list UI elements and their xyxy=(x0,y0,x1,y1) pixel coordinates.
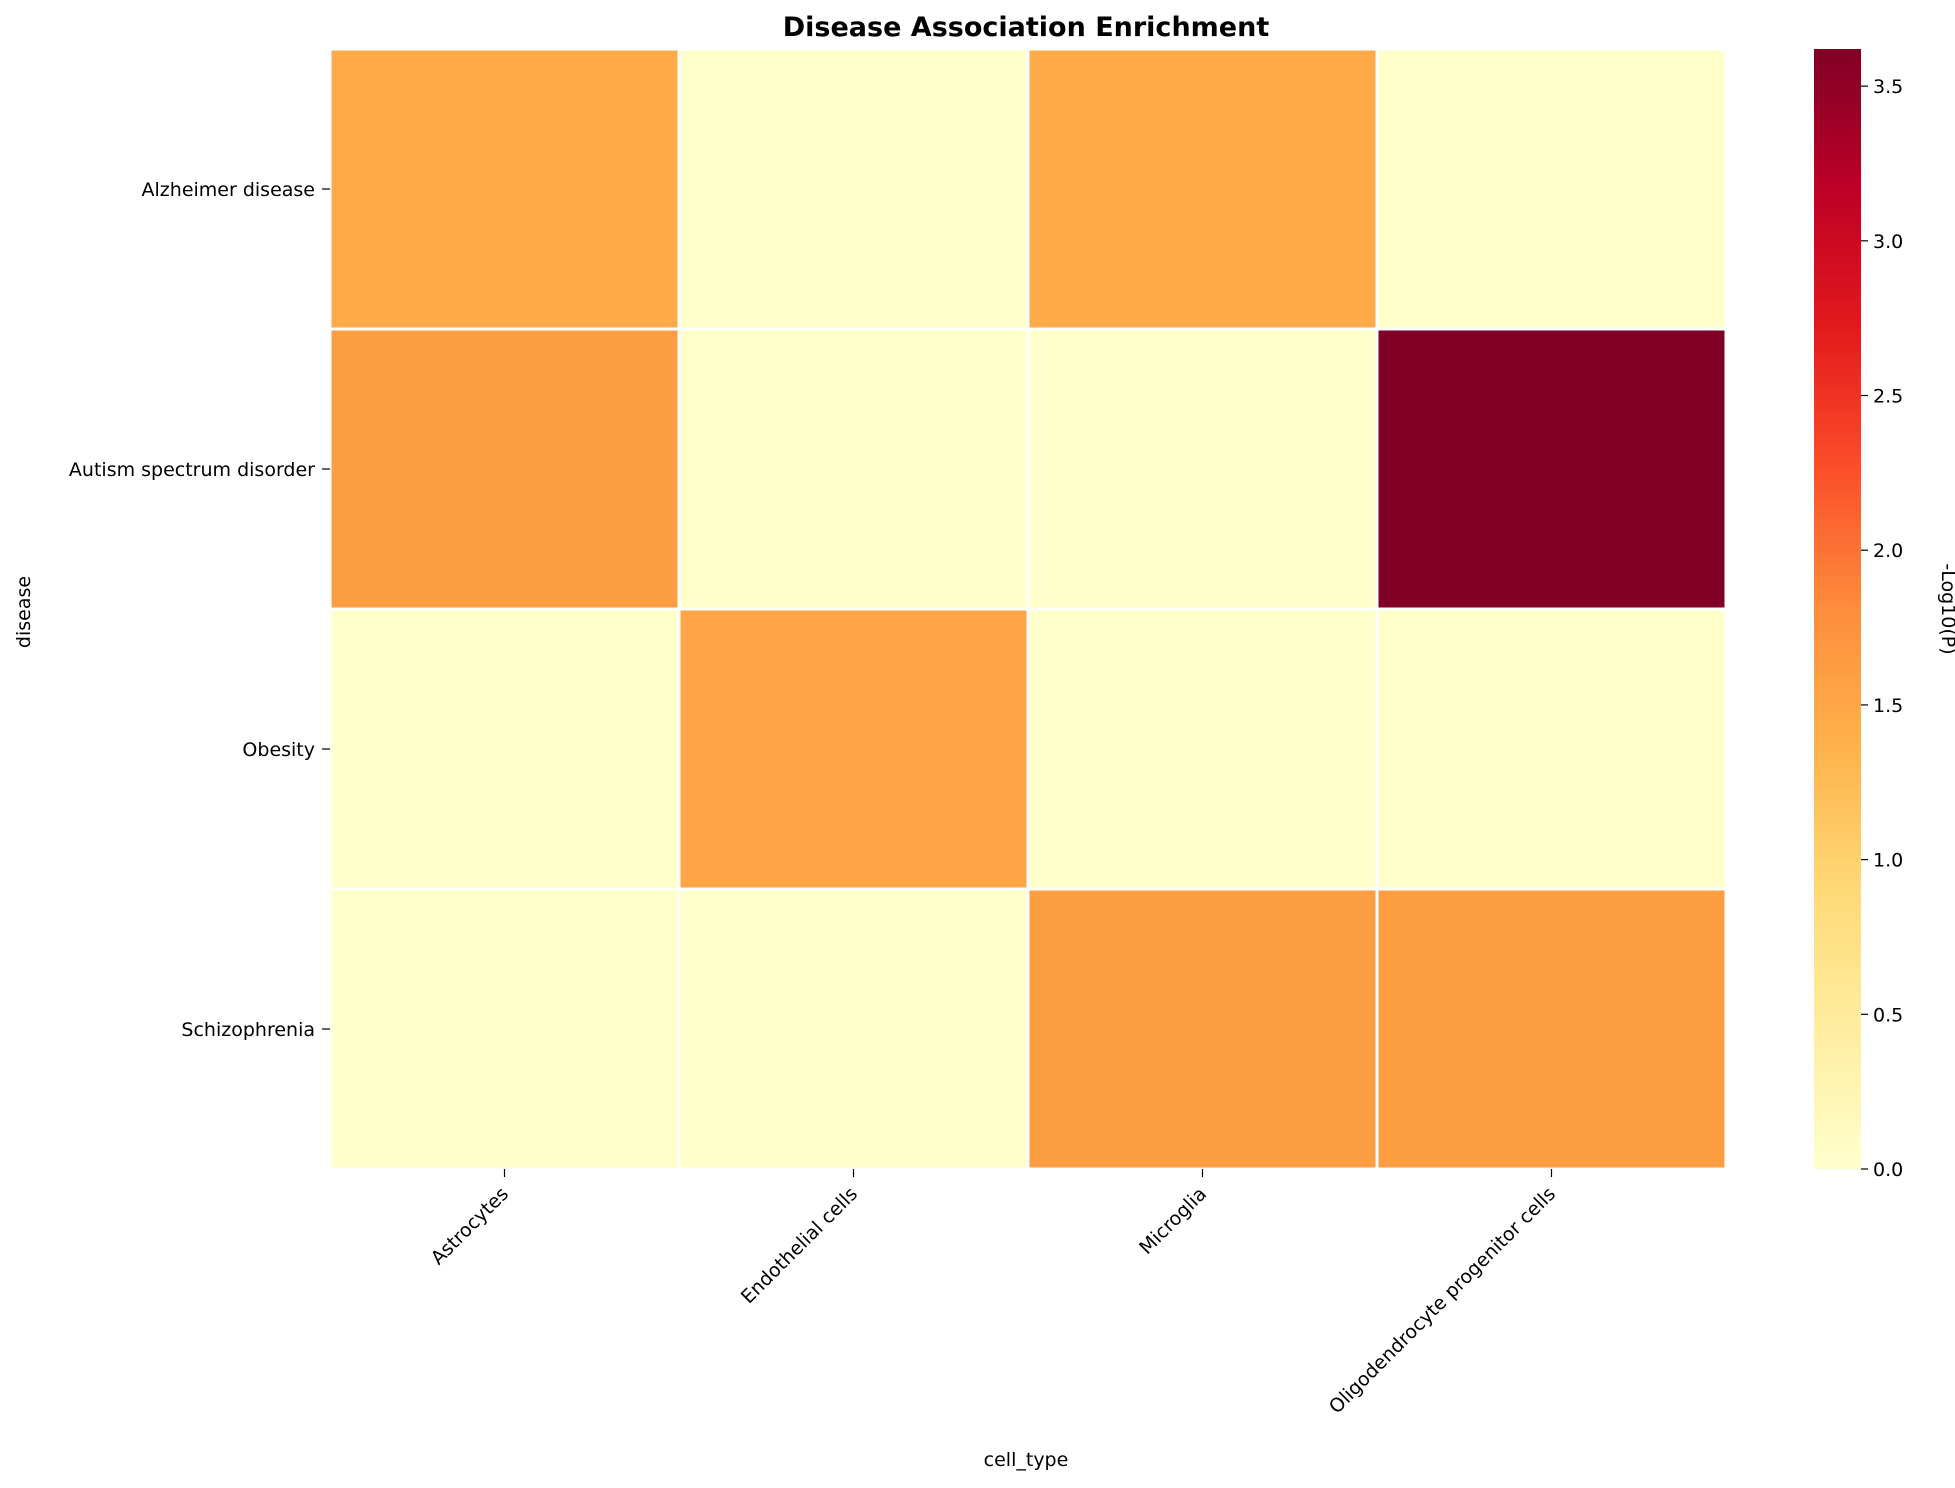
colorbar xyxy=(1814,49,1861,1169)
y-axis-label: disease xyxy=(13,576,35,648)
heatmap-cell xyxy=(1026,47,1379,331)
heatmap-cell xyxy=(1026,887,1379,1171)
y-tick-label: Obesity xyxy=(242,739,315,761)
x-axis-label: cell_type xyxy=(984,1449,1069,1471)
y-axis-ticks: Alzheimer disease Autism spectrum disorde… xyxy=(69,179,330,1041)
heatmap-cell xyxy=(677,327,1030,611)
y-tick-label: Autism spectrum disorder xyxy=(69,459,315,481)
y-tick-label: Schizophrenia xyxy=(181,1019,315,1041)
heatmap-cells xyxy=(328,47,1728,1171)
x-tick-label: Microglia xyxy=(1135,1183,1211,1259)
x-tick-label: Endothelial cells xyxy=(737,1183,862,1308)
colorbar-tick-label: 0.0 xyxy=(1873,1159,1903,1181)
colorbar-tick-label: 2.0 xyxy=(1873,540,1903,562)
heatmap-cell xyxy=(1375,607,1728,891)
colorbar-tick-label: 3.5 xyxy=(1873,76,1903,98)
heatmap-cell xyxy=(1026,607,1379,891)
heatmap-cell xyxy=(677,887,1030,1171)
colorbar-label: -Log10(P) xyxy=(1937,563,1955,654)
heatmap-cell xyxy=(328,607,681,891)
heatmap-cell xyxy=(328,887,681,1171)
heatmap-cell xyxy=(328,47,681,331)
heatmap-cell xyxy=(1375,887,1728,1171)
colorbar-tick-label: 0.5 xyxy=(1873,1004,1903,1026)
heatmap-cell xyxy=(677,47,1030,331)
x-tick-label: Astrocytes xyxy=(427,1183,513,1269)
x-tick-label: Oligodendrocyte progenitor cells xyxy=(1325,1183,1560,1418)
colorbar-tick-label: 3.0 xyxy=(1873,231,1903,253)
chart-title: Disease Association Enrichment xyxy=(783,12,1270,43)
colorbar-tick-label: 1.0 xyxy=(1873,850,1903,872)
x-axis-ticks: Astrocytes Endothelial cells Microglia Olig… xyxy=(427,1169,1560,1418)
colorbar-tick-label: 2.5 xyxy=(1873,386,1903,408)
y-tick-label: Alzheimer disease xyxy=(142,179,315,201)
colorbar-ticks: 0.0 0.5 1.0 1.5 2.0 2.5 3.0 3.5 xyxy=(1861,76,1903,1181)
heatmap-cell xyxy=(1375,327,1728,611)
heatmap-cell xyxy=(328,327,681,611)
colorbar-tick-label: 1.5 xyxy=(1873,695,1903,717)
heatmap-cell xyxy=(1375,47,1728,331)
heatmap-cell xyxy=(1026,327,1379,611)
heatmap-cell xyxy=(677,607,1030,891)
